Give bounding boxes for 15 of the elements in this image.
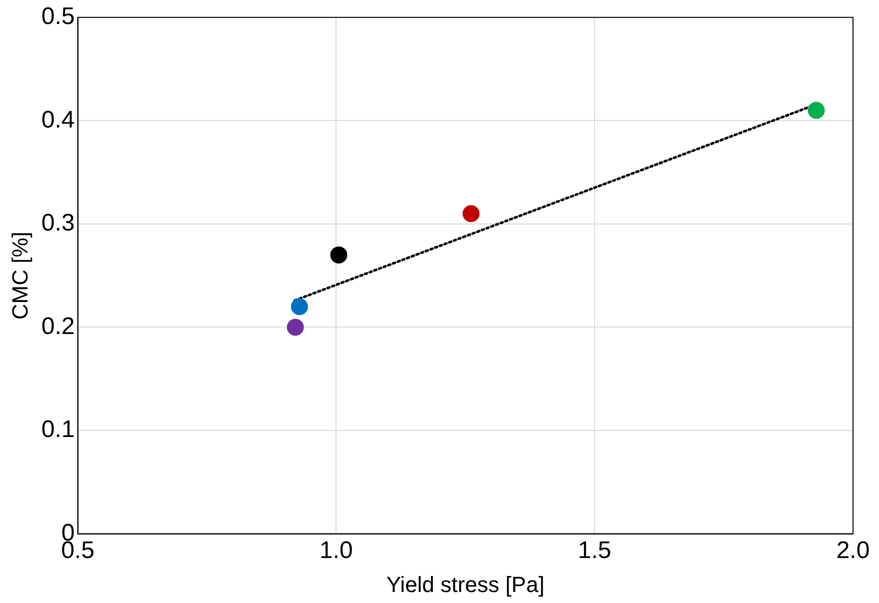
x-tick-label: 1.5 xyxy=(578,536,612,564)
point xyxy=(286,318,304,336)
y-tick-label: 0.2 xyxy=(41,312,75,340)
x-axis-title: Yield stress [Pa] xyxy=(386,572,544,597)
y-axis-title: CMC [%] xyxy=(7,232,32,320)
x-tick-label: 2.0 xyxy=(836,536,870,564)
point xyxy=(290,298,308,316)
y-tick-label: 0.4 xyxy=(41,106,75,134)
y-tick-label: 0.3 xyxy=(41,210,75,237)
y-tick-label: 0.1 xyxy=(41,416,75,444)
point xyxy=(808,102,825,119)
point xyxy=(330,246,348,264)
point xyxy=(462,205,480,222)
y-tick-label: 0.5 xyxy=(41,3,75,30)
x-tick-label: 1.0 xyxy=(319,536,353,564)
